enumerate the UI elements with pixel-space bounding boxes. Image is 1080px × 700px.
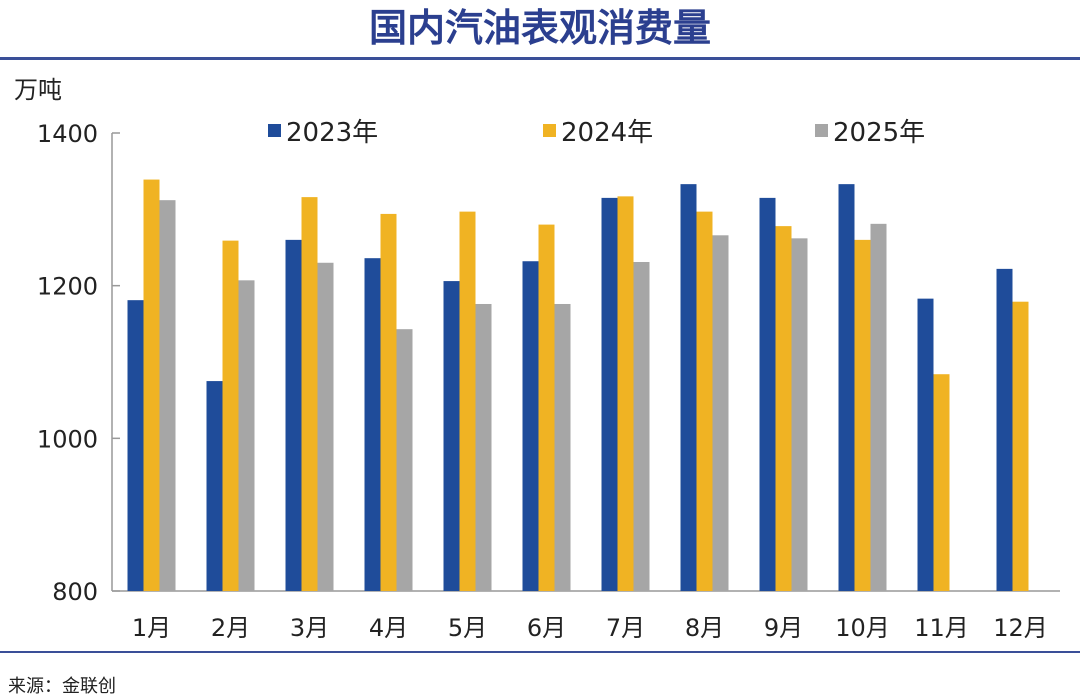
bar-2024年-2月 xyxy=(222,240,239,591)
y-tick-label: 800 xyxy=(52,578,98,606)
x-tick-label: 10月 xyxy=(835,614,890,642)
legend-label: 2025年 xyxy=(833,118,925,148)
legend-swatch xyxy=(815,124,828,137)
x-tick-label: 9月 xyxy=(764,614,803,642)
bar-2025年-6月 xyxy=(554,303,571,591)
footer-divider xyxy=(0,651,1080,653)
legend-swatch xyxy=(543,124,556,137)
x-tick-label: 5月 xyxy=(448,614,487,642)
legend-label: 2024年 xyxy=(561,118,653,148)
bar-2024年-6月 xyxy=(538,224,555,591)
bar-2023年-1月 xyxy=(127,300,144,591)
x-tick-label: 3月 xyxy=(290,614,329,642)
bar-2023年-4月 xyxy=(364,258,381,591)
legend-swatch xyxy=(268,124,281,137)
bar-2023年-3月 xyxy=(285,239,302,591)
bar-2024年-7月 xyxy=(617,196,634,591)
bar-2024年-9月 xyxy=(775,226,792,592)
bar-2023年-11月 xyxy=(917,298,934,591)
bar-2024年-10月 xyxy=(854,239,871,591)
bar-2023年-6月 xyxy=(522,261,539,591)
x-tick-label: 6月 xyxy=(527,614,566,642)
chart-title: 国内汽油表观消费量 xyxy=(368,6,711,50)
bar-2023年-10月 xyxy=(838,184,855,592)
bar-2024年-12月 xyxy=(1012,301,1029,591)
x-tick-label: 1月 xyxy=(132,614,171,642)
bar-2023年-7月 xyxy=(601,197,618,591)
title-divider xyxy=(0,57,1080,60)
bar-2023年-8月 xyxy=(680,184,697,592)
y-tick-label: 1400 xyxy=(37,120,98,148)
bar-2024年-4月 xyxy=(380,213,397,591)
bar-2023年-9月 xyxy=(759,197,776,591)
x-tick-label: 11月 xyxy=(914,614,969,642)
y-axis-unit: 万吨 xyxy=(14,76,62,104)
bar-2025年-7月 xyxy=(633,262,650,591)
bar-2025年-2月 xyxy=(238,280,255,591)
legend-label: 2023年 xyxy=(286,118,378,148)
bar-2025年-10月 xyxy=(870,223,887,591)
bar-2023年-5月 xyxy=(443,281,460,591)
bar-2025年-4月 xyxy=(396,329,413,591)
x-tick-label: 7月 xyxy=(606,614,645,642)
bar-2025年-1月 xyxy=(159,200,176,591)
x-tick-label: 2月 xyxy=(211,614,250,642)
bar-2024年-1月 xyxy=(143,179,160,591)
bar-2024年-11月 xyxy=(933,374,950,591)
bar-2024年-5月 xyxy=(459,211,476,591)
bar-2025年-3月 xyxy=(317,262,334,591)
x-tick-label: 4月 xyxy=(369,614,408,642)
bar-2025年-9月 xyxy=(791,238,808,591)
y-tick-label: 1000 xyxy=(37,425,98,453)
bar-2023年-2月 xyxy=(206,381,223,591)
source-note: 来源：金联创 xyxy=(8,676,116,697)
bar-2023年-12月 xyxy=(996,268,1013,591)
bar-2025年-8月 xyxy=(712,235,729,591)
bar-2024年-3月 xyxy=(301,197,318,591)
bar-2025年-5月 xyxy=(475,303,492,591)
x-tick-label: 12月 xyxy=(993,614,1048,642)
x-tick-label: 8月 xyxy=(685,614,724,642)
y-tick-label: 1200 xyxy=(37,273,98,301)
bar-2024年-8月 xyxy=(696,211,713,591)
